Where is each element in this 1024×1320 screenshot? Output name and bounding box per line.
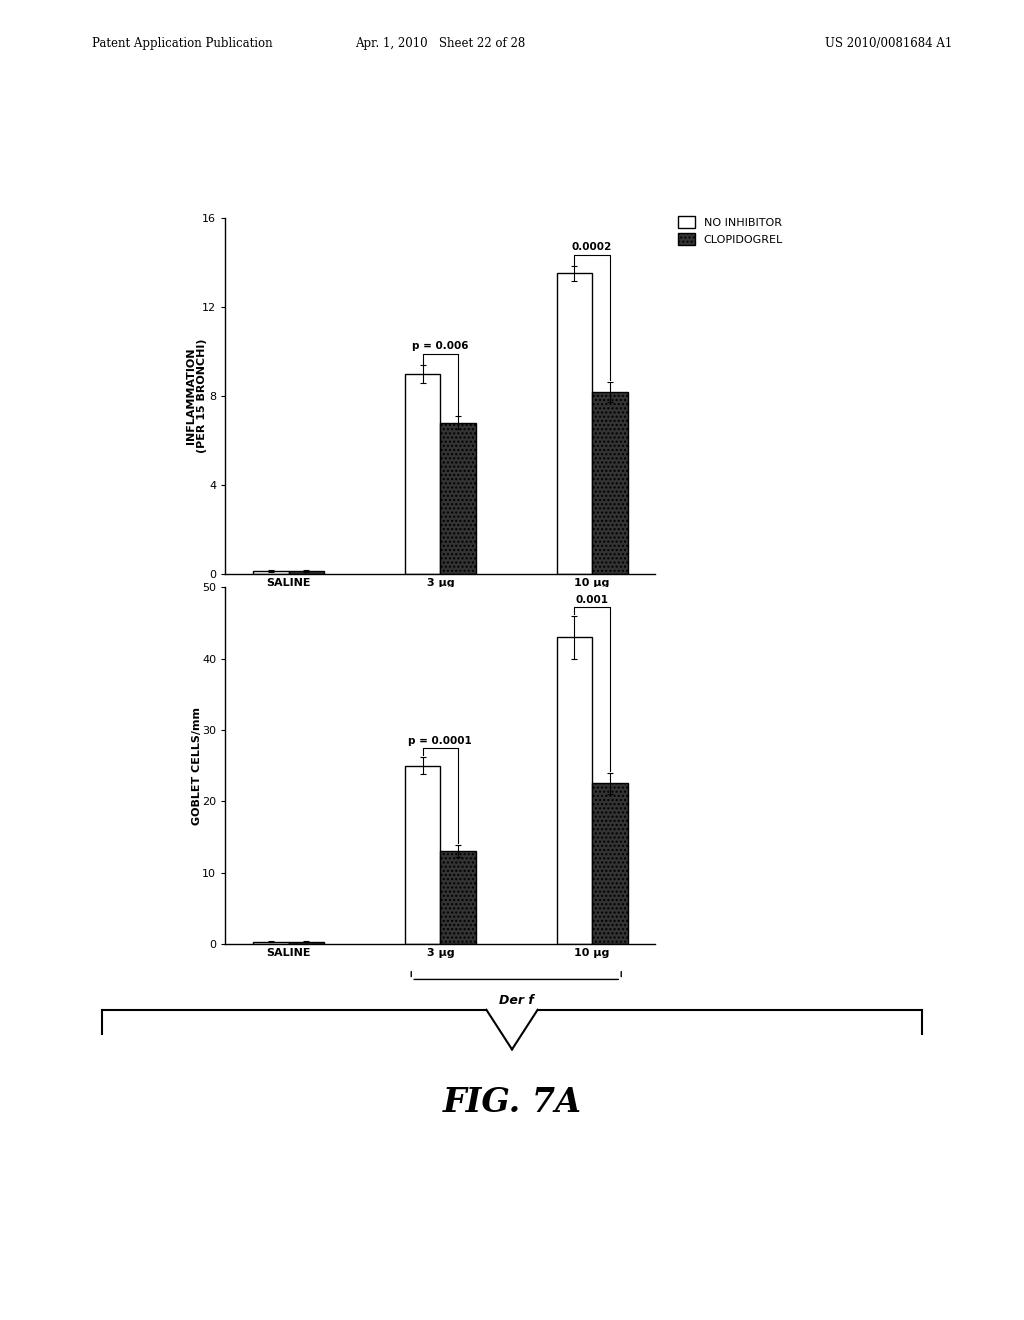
Bar xyxy=(440,851,476,944)
Bar xyxy=(253,570,289,574)
Bar xyxy=(440,422,476,574)
Bar xyxy=(404,766,440,944)
Bar xyxy=(592,392,628,574)
Text: Der f: Der f xyxy=(499,624,534,638)
Text: 0.0002: 0.0002 xyxy=(572,243,612,252)
Bar xyxy=(557,273,592,574)
Bar xyxy=(289,570,324,574)
Text: US 2010/0081684 A1: US 2010/0081684 A1 xyxy=(825,37,952,50)
Text: p = 0.0001: p = 0.0001 xyxy=(409,735,472,746)
Bar xyxy=(253,941,289,944)
Bar xyxy=(557,638,592,944)
Bar xyxy=(289,941,324,944)
Legend: NO INHIBITOR, CLOPIDOGREL: NO INHIBITOR, CLOPIDOGREL xyxy=(678,216,783,244)
Y-axis label: INFLAMMATION
(PER 15 BRONCHI): INFLAMMATION (PER 15 BRONCHI) xyxy=(185,339,208,453)
Text: p = 0.006: p = 0.006 xyxy=(412,342,469,351)
Text: FIG. 7A: FIG. 7A xyxy=(442,1085,582,1119)
Text: 0.001: 0.001 xyxy=(575,594,608,605)
Bar xyxy=(404,374,440,574)
Text: Apr. 1, 2010   Sheet 22 of 28: Apr. 1, 2010 Sheet 22 of 28 xyxy=(355,37,525,50)
Y-axis label: GOBLET CELLS/mm: GOBLET CELLS/mm xyxy=(191,706,202,825)
Text: Der f: Der f xyxy=(499,994,534,1007)
Bar xyxy=(592,784,628,944)
Text: Patent Application Publication: Patent Application Publication xyxy=(92,37,272,50)
